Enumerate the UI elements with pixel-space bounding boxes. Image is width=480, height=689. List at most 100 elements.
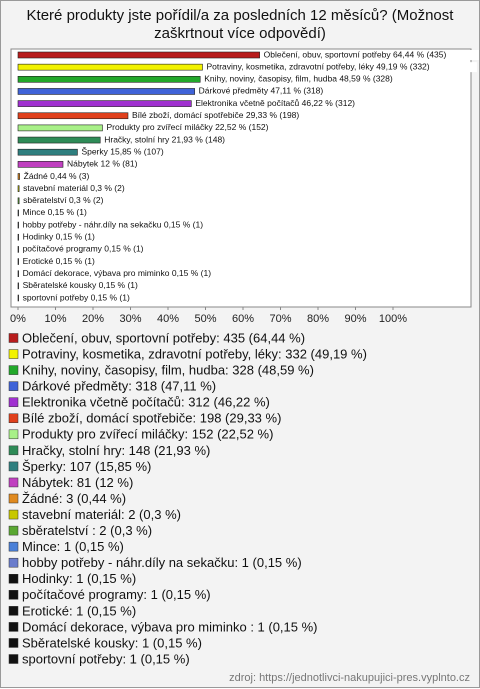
bar (17, 51, 260, 59)
legend-swatch (8, 590, 19, 600)
value-label: Šperky 15,85 % (107) (81, 146, 163, 156)
x-tick-label: 80% (307, 313, 329, 325)
label-background (21, 232, 105, 243)
x-tick-label: 30% (119, 313, 141, 325)
legend-label: Potraviny, kosmetika, zdravotní potřeby,… (22, 346, 367, 361)
bar (17, 88, 195, 95)
legend-label: Oblečení, obuv, sportovní potřeby: 435 (… (22, 330, 305, 345)
x-tick-label: 60% (232, 313, 254, 325)
label-background (194, 98, 383, 109)
value-label: Knihy, noviny, časopisy, film, hudba 48,… (204, 74, 393, 84)
label-background (22, 195, 128, 206)
bar (17, 233, 19, 241)
legend-label: Knihy, noviny, časopisy, film, hudba: 32… (22, 363, 314, 378)
legend-label: sběratelství : 2 (0,3 %) (22, 523, 152, 538)
x-tick-label: 70% (269, 313, 291, 325)
legend-label: Žádné: 3 (0,44 %) (22, 491, 126, 506)
label-background (197, 86, 336, 97)
bar (17, 221, 19, 229)
label-background (22, 183, 147, 194)
source: zdroj: https://jednotlivci-nakupujici-pr… (229, 672, 470, 684)
legend-label: stavební materiál: 2 (0,3 %) (22, 507, 181, 522)
bar (17, 100, 192, 107)
bar (17, 112, 129, 120)
legend-label: Produkty pro zvířecí miláčky: 152 (22,52… (22, 427, 273, 442)
label-background (105, 122, 299, 133)
value-label: Hodinky 0,15 % (1) (23, 232, 95, 242)
legend-swatch (8, 622, 19, 632)
legend-swatch (8, 541, 19, 552)
legend-label: Sběratelské kousky: 1 (0,15 %) (22, 635, 202, 650)
legend-swatch (8, 477, 19, 488)
bar (17, 258, 19, 265)
value-label: Bílé zboží, domácí spotřebiče 29,33 % (1… (132, 110, 299, 120)
x-tick-label: 100% (379, 313, 407, 325)
bar (17, 63, 203, 71)
legend-swatch (8, 445, 19, 456)
value-label: Potraviny, kosmetika, zdravotní potřeby,… (206, 61, 429, 71)
bar (17, 197, 20, 205)
legend-swatch (8, 461, 19, 472)
legend-label: Dárkové předměty: 318 (47,11 %) (22, 379, 216, 394)
label-background (66, 159, 145, 170)
label-background (205, 62, 477, 73)
label-background (103, 135, 251, 146)
x-tick-label: 10% (44, 313, 66, 325)
legend-swatch (8, 333, 19, 343)
value-label: stavební materiál 0,3 % (2) (23, 183, 125, 193)
x-tick-label: 50% (194, 313, 216, 325)
legend-label: Šperky: 107 (15,85 %) (22, 459, 151, 474)
legend-swatch (8, 429, 19, 440)
legend-label: Bílé zboží, domácí spotřebiče: 198 (29,3… (22, 411, 281, 426)
legend-swatch (8, 381, 19, 391)
value-label: hobby potřeby - náhr.díly na sekačku 0,1… (23, 219, 204, 229)
label-background (21, 268, 238, 279)
legend-label: hobby potřeby - náhr.díly na sekačku: 1 … (22, 555, 302, 570)
bar (17, 124, 103, 132)
label-background (21, 244, 160, 255)
legend-label: Nábytek: 81 (12 %) (22, 475, 133, 490)
legend-label: Erotické: 1 (0,15 %) (22, 603, 136, 618)
label-background (21, 256, 109, 267)
legend-swatch (8, 606, 19, 616)
label-background (21, 207, 96, 218)
legend-label: Hračky, stolní hry: 148 (21,93 %) (22, 443, 210, 458)
label-background (21, 280, 155, 291)
label-background (22, 171, 97, 182)
x-tick-label: 40% (157, 313, 179, 325)
legend-label: Domácí dekorace, výbava pro miminko : 1 … (22, 619, 318, 634)
label-background (203, 74, 434, 85)
value-label: Erotické 0,15 % (1) (23, 256, 95, 266)
bar (17, 161, 64, 168)
x-tick-label: 90% (344, 313, 366, 325)
value-label: Mince 0,15 % (1) (23, 207, 87, 217)
x-tick-label: 0% (10, 313, 26, 325)
value-label: počítačové programy 0,15 % (1) (23, 244, 144, 254)
value-label: Dárkové předměty 47,11 % (318) (199, 86, 324, 96)
value-label: Oblečení, obuv, sportovní potřeby 64,44 … (264, 49, 447, 59)
legend-swatch (8, 413, 19, 423)
legend-swatch (8, 557, 19, 568)
legend-swatch (8, 493, 19, 504)
value-label: Elektronika včetně počítačů 46,22 % (312… (195, 98, 355, 108)
value-label: sběratelství 0,3 % (2) (23, 195, 103, 205)
legend-label: počítačové programy: 1 (0,15 %) (22, 587, 211, 602)
bar (17, 270, 19, 278)
legend-label: Elektronika včetně počítačů: 312 (46,22 … (22, 395, 270, 410)
bar (17, 136, 101, 144)
bar (17, 246, 19, 253)
value-label: Sběratelské kousky 0,15 % (1) (23, 280, 138, 290)
bar (17, 282, 19, 290)
legend-swatch (8, 349, 19, 359)
legend-swatch (8, 365, 19, 375)
bar (17, 185, 20, 192)
x-tick-label: 20% (82, 313, 104, 325)
bar (17, 76, 201, 83)
label-background (21, 220, 238, 231)
label-background (21, 293, 151, 303)
value-label: Žádné 0,44 % (3) (24, 171, 90, 181)
label-background (262, 50, 479, 60)
bar (17, 148, 78, 156)
